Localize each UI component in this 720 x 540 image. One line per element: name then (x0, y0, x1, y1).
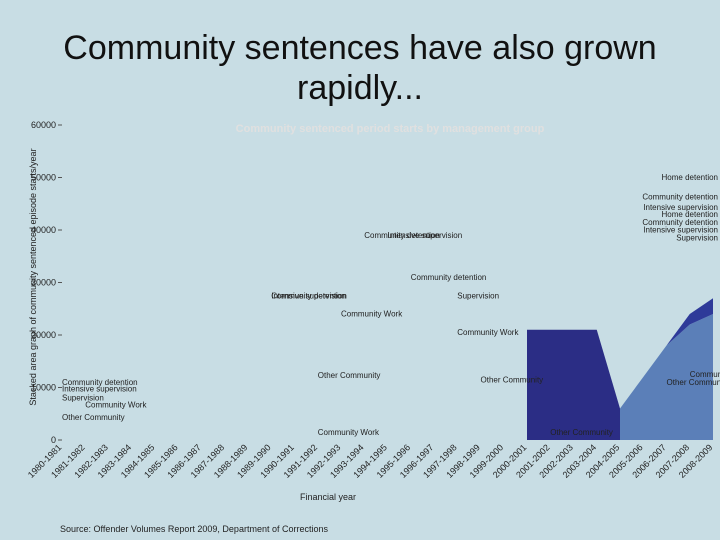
series-annotation: Community detention (271, 291, 347, 300)
series-annotation: Community detention (364, 231, 440, 240)
series-annotation: Community Work (690, 370, 720, 379)
series-annotation: Community Work (457, 328, 519, 337)
chart-title: Community sentenced period starts by man… (235, 123, 545, 135)
series-annotation: Intensive supervision (643, 203, 718, 212)
series-annotation: Community Work (318, 428, 380, 437)
y-tick-label: 50000 (31, 173, 56, 183)
series-annotation: Community detention (62, 378, 138, 387)
series-annotation: Other Community (481, 375, 544, 384)
series-annotation: Intensive supervision (388, 231, 463, 240)
series-annotation: Supervision (676, 234, 718, 243)
y-tick-label: 20000 (31, 330, 56, 340)
series-annotation: Community detention (411, 273, 487, 282)
series-annotation: Supervision (457, 291, 499, 300)
series-annotation: Community Work (85, 400, 147, 409)
source-note: Source: Offender Volumes Report 2009, De… (60, 524, 328, 534)
series-annotation: Community Work (341, 310, 403, 319)
series-annotation: Intensive supervision (643, 226, 718, 235)
y-tick-label: 0 (51, 435, 56, 445)
y-axis-label: Stacked area graph of community sentence… (28, 148, 38, 406)
series-annotation: Home detention (662, 210, 718, 219)
y-tick-label: 10000 (31, 383, 56, 393)
slide-title: Community sentences have also grown rapi… (63, 29, 657, 107)
area-supervision-band (527, 329, 620, 440)
series-annotation: Community detention (642, 218, 718, 227)
series-annotation: Other Community (550, 428, 613, 437)
series-annotation: Intensive supervision (271, 291, 346, 300)
series-annotation: Other Community (667, 378, 720, 387)
series-annotation: Community detention (642, 193, 718, 202)
y-tick-label: 30000 (31, 278, 56, 288)
series-annotation: Intensive supervision (62, 385, 137, 394)
y-tick-label: 60000 (31, 120, 56, 130)
series-annotation: Other Community (62, 413, 125, 422)
area-community-work (62, 314, 713, 440)
series-annotation: Home detention (662, 173, 718, 182)
y-tick-label: 40000 (31, 225, 56, 235)
series-annotation: Other Community (318, 371, 381, 380)
series-annotation: Supervision (62, 394, 104, 403)
x-axis-label: Financial year (300, 492, 357, 502)
